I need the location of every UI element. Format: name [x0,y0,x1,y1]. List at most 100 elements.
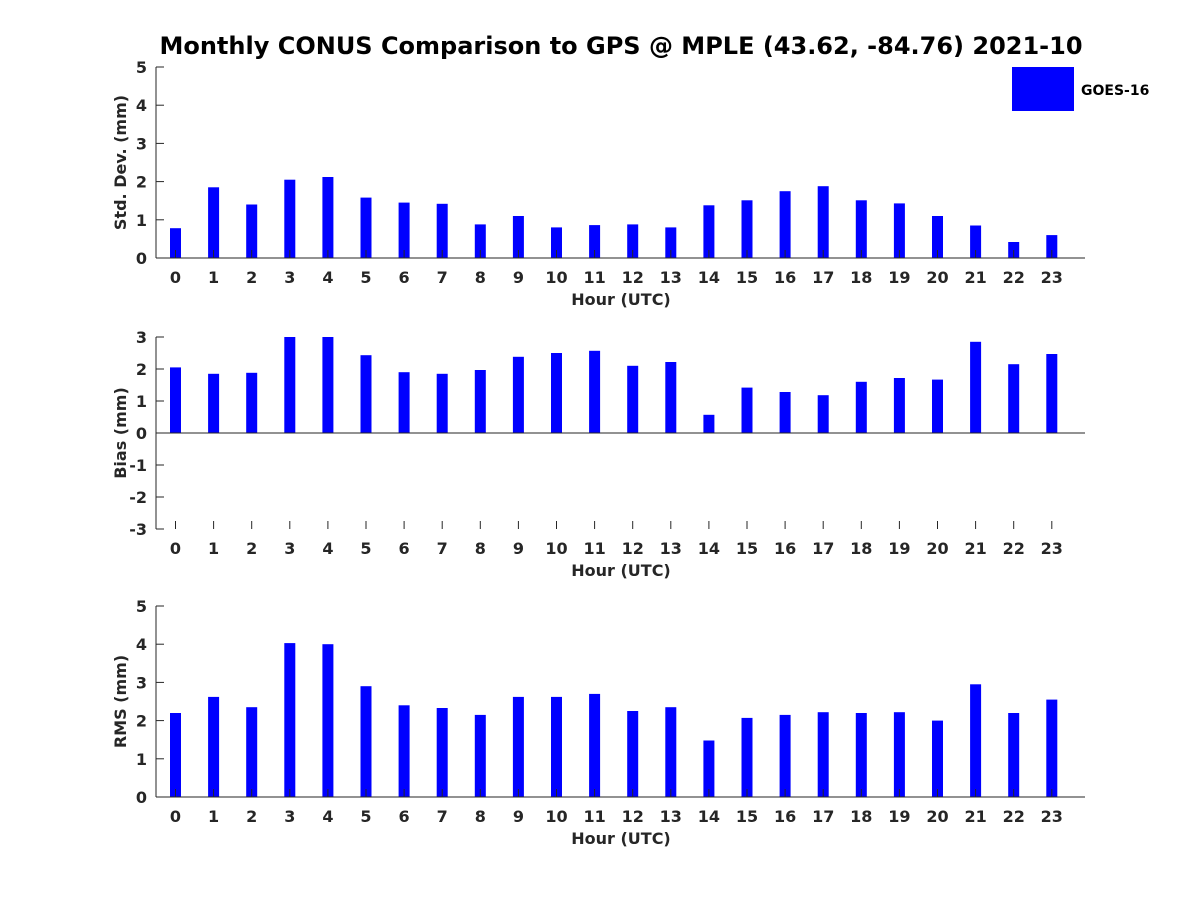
bar-hour-1 [208,373,220,433]
bar-hour-10 [551,696,562,797]
x-tick-label: 3 [284,268,295,287]
bar-hour-23 [1046,235,1058,258]
x-tick-label: 0 [170,807,181,826]
bar-hour-3 [284,337,296,433]
y-tick-label: 3 [136,134,147,153]
bar-hour-13 [665,227,677,258]
x-tick-label: 21 [964,268,986,287]
bar-hour-10 [551,353,562,433]
x-tick-label: 6 [399,539,410,558]
bar-hour-5 [360,355,372,433]
bar-hour-6 [398,705,410,797]
x-tick-label: 1 [208,539,219,558]
chart-title: Monthly CONUS Comparison to GPS @ MPLE (… [159,32,1082,60]
bar-hour-4 [322,644,334,797]
x-tick-label: 21 [964,539,986,558]
bar-hour-15 [741,717,753,797]
bar-hour-2 [246,372,258,433]
y-tick-label: 4 [136,635,147,654]
bar-hour-23 [1046,354,1058,433]
legend: GOES-16 [1012,67,1149,111]
x-tick-label: 7 [437,807,448,826]
x-tick-label: 8 [475,539,486,558]
bar-hour-2 [246,204,258,258]
x-tick-label: 3 [284,807,295,826]
x-tick-label: 21 [964,807,986,826]
y-tick-label: -1 [129,456,147,475]
x-tick-label: 17 [812,807,834,826]
bar-hour-13 [665,362,677,433]
bar-hour-19 [893,203,905,258]
x-tick-label: 22 [1003,807,1025,826]
x-tick-label: 20 [926,539,948,558]
x-tick-label: 5 [360,539,371,558]
x-tick-label: 15 [736,268,758,287]
bar-hour-19 [893,712,905,797]
x-tick-label: 16 [774,807,796,826]
x-tick-label: 6 [399,807,410,826]
bar-hour-10 [551,227,562,258]
bar-hour-6 [398,202,410,258]
bar-hour-9 [512,356,524,433]
bar-hour-4 [322,337,334,433]
x-tick-label: 5 [360,807,371,826]
x-tick-label: 13 [660,268,682,287]
bar-hour-7 [436,203,448,258]
x-tick-label: 18 [850,539,872,558]
y-axis-label: Std. Dev. (mm) [111,95,130,230]
x-axis-label: Hour (UTC) [571,829,671,848]
bar-hour-14 [703,414,715,433]
bar-hour-5 [360,686,372,797]
bar-hour-9 [512,696,524,797]
bar-hour-0 [170,367,181,433]
x-tick-label: 8 [475,807,486,826]
bar-hour-8 [474,714,486,797]
x-tick-label: 14 [698,539,720,558]
bar-hour-21 [970,341,982,433]
bar-hour-18 [855,381,867,433]
x-tick-label: 0 [170,539,181,558]
x-tick-label: 10 [545,539,567,558]
x-axis-label: Hour (UTC) [571,290,671,309]
bar-hour-12 [627,365,639,433]
x-tick-label: 4 [322,807,333,826]
y-tick-label: 4 [136,96,147,115]
y-tick-label: 5 [136,58,147,77]
bar-hour-21 [970,225,982,258]
bar-hour-17 [817,712,829,797]
y-tick-label: 3 [136,328,147,347]
y-axis-label: RMS (mm) [111,655,130,748]
x-tick-label: 10 [545,807,567,826]
x-tick-label: 12 [622,268,644,287]
x-tick-label: 13 [660,807,682,826]
x-tick-label: 1 [208,268,219,287]
x-tick-label: 14 [698,268,720,287]
bar-hour-18 [855,200,867,258]
x-tick-label: 19 [888,539,910,558]
bar-hour-5 [360,197,372,258]
bar-hour-11 [589,693,601,797]
x-tick-label: 0 [170,268,181,287]
bar-hour-12 [627,224,639,258]
x-tick-label: 18 [850,807,872,826]
bar-hour-1 [208,187,220,258]
x-tick-label: 17 [812,268,834,287]
bar-hour-20 [932,379,943,433]
y-tick-label: 0 [136,788,147,807]
x-tick-label: 9 [513,807,524,826]
bar-hour-3 [284,643,296,797]
x-tick-label: 6 [399,268,410,287]
bar-hour-8 [474,370,486,433]
bar-hour-14 [703,740,715,797]
x-tick-label: 22 [1003,268,1025,287]
bar-hour-19 [893,378,905,433]
x-tick-label: 23 [1041,539,1063,558]
x-tick-label: 12 [622,807,644,826]
bar-hour-12 [627,711,639,797]
x-tick-label: 23 [1041,268,1063,287]
y-tick-label: 1 [136,392,147,411]
bar-hour-6 [398,372,410,433]
